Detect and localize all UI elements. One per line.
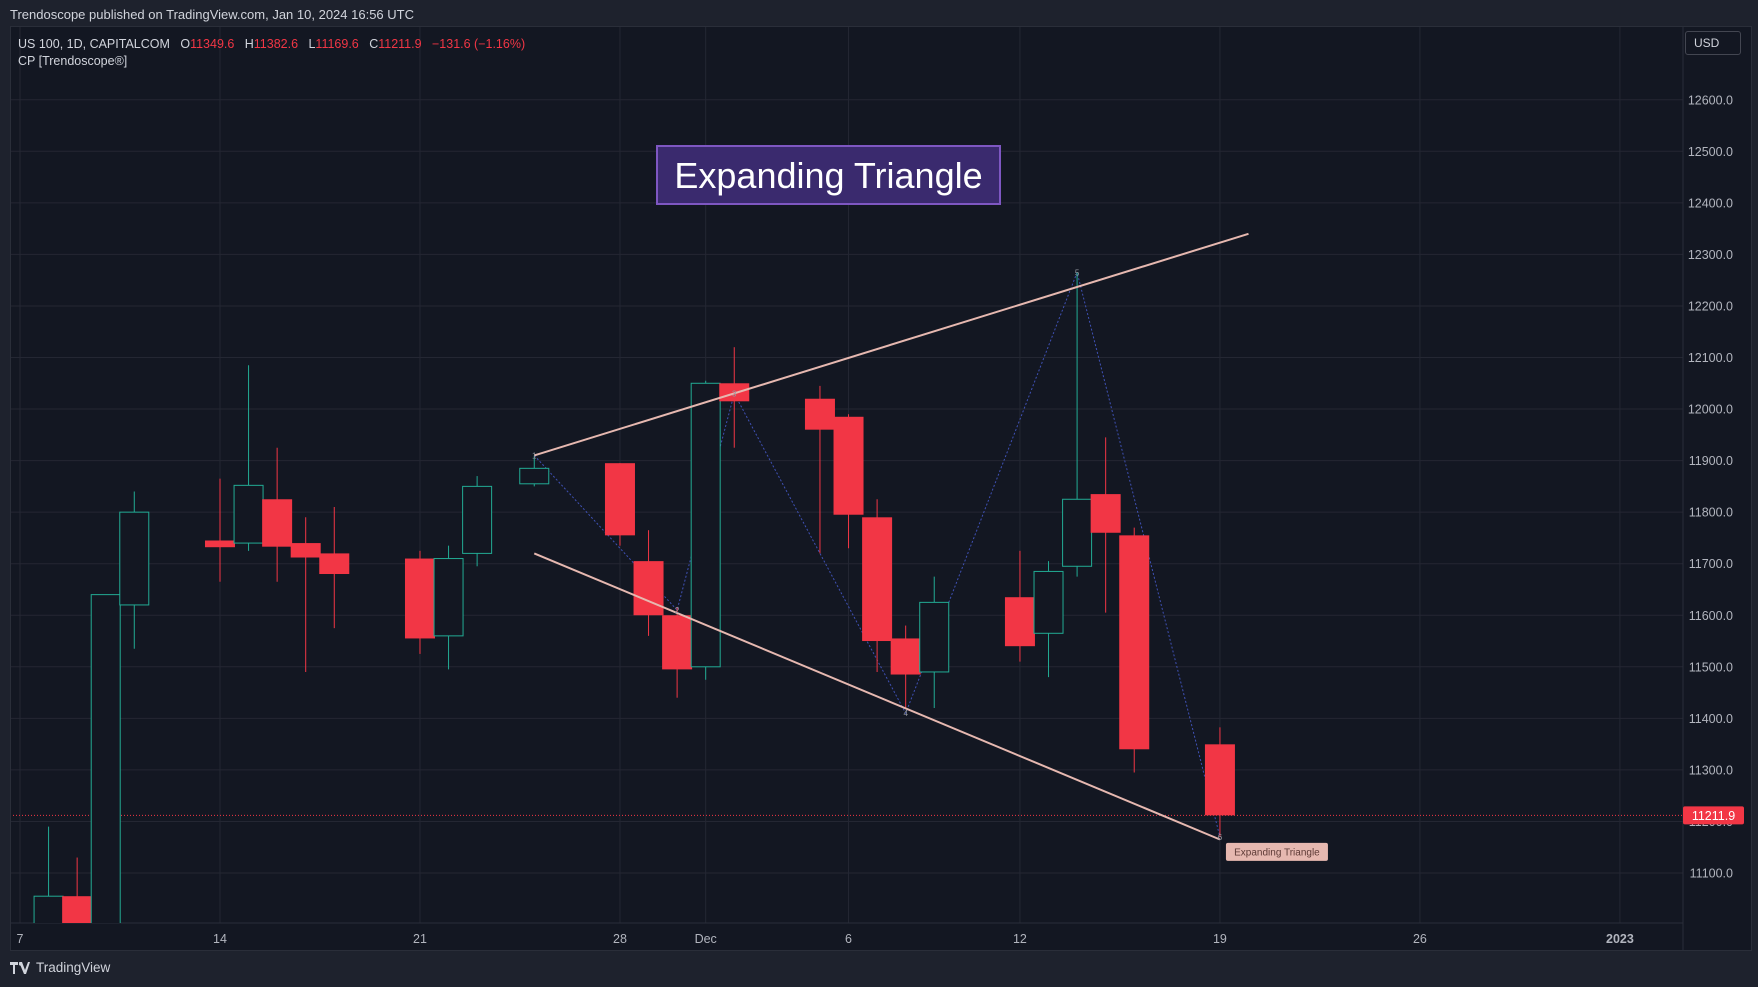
- y-tick-label: 12500.0: [1688, 145, 1733, 159]
- y-tick-label: 12000.0: [1688, 403, 1733, 417]
- last-price-badge: [1683, 806, 1744, 825]
- y-tick-label: 11900.0: [1689, 454, 1733, 468]
- candle-body[interactable]: [833, 416, 864, 515]
- candle-body[interactable]: [719, 383, 750, 402]
- x-tick-label: 14: [213, 932, 227, 946]
- publish-bar: Trendoscope published on TradingView.com…: [0, 0, 1758, 26]
- tradingview-logo-icon: [10, 961, 30, 974]
- candle-body[interactable]: [62, 896, 93, 924]
- y-tick-label: 12200.0: [1688, 299, 1733, 313]
- candle-body[interactable]: [33, 895, 64, 924]
- change-value: −131.6 (−1.16%): [431, 37, 526, 51]
- y-tick-label: 12300.0: [1688, 248, 1733, 262]
- low-label: L: [308, 37, 316, 51]
- y-tick-label: 11500.0: [1689, 660, 1733, 674]
- ohlc-row: US 100, 1D, CAPITALCOM O11349.6 H11382.6…: [18, 36, 525, 53]
- y-tick-label: 11300.0: [1689, 763, 1733, 777]
- candle-body[interactable]: [319, 553, 350, 575]
- currency-button[interactable]: USD: [1685, 31, 1741, 55]
- candle-body[interactable]: [119, 511, 150, 606]
- candle-body[interactable]: [290, 543, 321, 558]
- candle-body[interactable]: [404, 558, 435, 639]
- pattern-tag-label: Expanding Triangle: [1234, 847, 1320, 858]
- x-tick-label: 2023: [1606, 932, 1634, 946]
- y-tick-label: 11400.0: [1689, 712, 1733, 726]
- candle-body[interactable]: [433, 558, 464, 637]
- candle-body[interactable]: [862, 517, 893, 642]
- candle-body[interactable]: [1004, 597, 1035, 647]
- candle-body[interactable]: [462, 485, 493, 554]
- close-value: 11211.9: [378, 37, 422, 51]
- pattern-title-box: [656, 145, 1001, 205]
- candle-body[interactable]: [890, 638, 921, 675]
- pivot-label: 5: [1075, 268, 1080, 277]
- candle-body[interactable]: [233, 484, 264, 544]
- candle-body[interactable]: [604, 463, 635, 536]
- symbol-label[interactable]: US 100, 1D, CAPITALCOM: [18, 37, 170, 51]
- pattern-trendline: [533, 552, 1221, 841]
- last-price-label: 11211.9: [1692, 809, 1735, 823]
- candle-body[interactable]: [662, 615, 693, 670]
- pattern-trendline: [533, 232, 1249, 457]
- x-tick-label: 21: [413, 932, 427, 946]
- x-tick-label: 26: [1413, 932, 1427, 946]
- y-tick-label: 12600.0: [1688, 93, 1733, 107]
- y-tick-label: 11700.0: [1689, 557, 1733, 571]
- pivot-label: 1: [532, 451, 537, 460]
- high-value: 11382.6: [253, 37, 299, 51]
- candle-body[interactable]: [690, 382, 721, 668]
- candle-body[interactable]: [1119, 535, 1150, 750]
- tradingview-brand[interactable]: TradingView: [10, 960, 110, 975]
- indicator-label[interactable]: CP [Trendoscope®]: [18, 54, 128, 68]
- pivot-label: 2: [675, 606, 680, 615]
- low-value: 11169.6: [315, 37, 359, 51]
- y-tick-label: 12100.0: [1688, 351, 1733, 365]
- brand-label: TradingView: [36, 960, 111, 975]
- candle-body[interactable]: [1204, 744, 1235, 816]
- pivot-label: 3: [732, 390, 737, 399]
- candle-body[interactable]: [262, 499, 293, 547]
- x-tick-label: 12: [1013, 932, 1027, 946]
- y-tick-label: 12400.0: [1688, 196, 1733, 210]
- x-tick-label: 28: [613, 932, 627, 946]
- candle-body[interactable]: [919, 601, 950, 673]
- x-tick-label: 6: [845, 932, 852, 946]
- candle-body[interactable]: [519, 467, 550, 485]
- x-tick-label: Dec: [695, 932, 717, 946]
- candle-body[interactable]: [1033, 570, 1064, 634]
- y-tick-label: 11800.0: [1689, 506, 1733, 520]
- x-tick-label: 7: [17, 932, 24, 946]
- pivot-label: 4: [903, 709, 908, 718]
- candle-body[interactable]: [90, 594, 121, 925]
- chart-legend: US 100, 1D, CAPITALCOM O11349.6 H11382.6…: [18, 36, 525, 70]
- candle-body[interactable]: [804, 398, 835, 430]
- pivot-label: 6: [1218, 833, 1223, 842]
- plot-area[interactable]: 1 2 3 4 5 6 Expanding Triangle Expanding Triang…: [10, 145, 1683, 925]
- publish-info: Trendoscope published on TradingView.com…: [10, 7, 414, 22]
- high-label: H: [244, 37, 254, 51]
- close-label: C: [369, 37, 379, 51]
- indicator-row[interactable]: CP [Trendoscope®]: [18, 53, 525, 70]
- candle-body[interactable]: [1090, 494, 1121, 533]
- candle-body[interactable]: [633, 561, 664, 616]
- candle-body[interactable]: [204, 540, 235, 548]
- candle-body[interactable]: [1062, 498, 1093, 567]
- pattern-tag[interactable]: [1225, 842, 1328, 861]
- open-label: O: [180, 37, 191, 51]
- y-tick-label: 11100.0: [1690, 867, 1733, 881]
- pattern-title: Expanding Triangle: [674, 155, 982, 196]
- open-value: 11349.6: [190, 37, 235, 51]
- x-tick-label: 19: [1213, 932, 1227, 946]
- y-tick-label: 11600.0: [1689, 609, 1733, 623]
